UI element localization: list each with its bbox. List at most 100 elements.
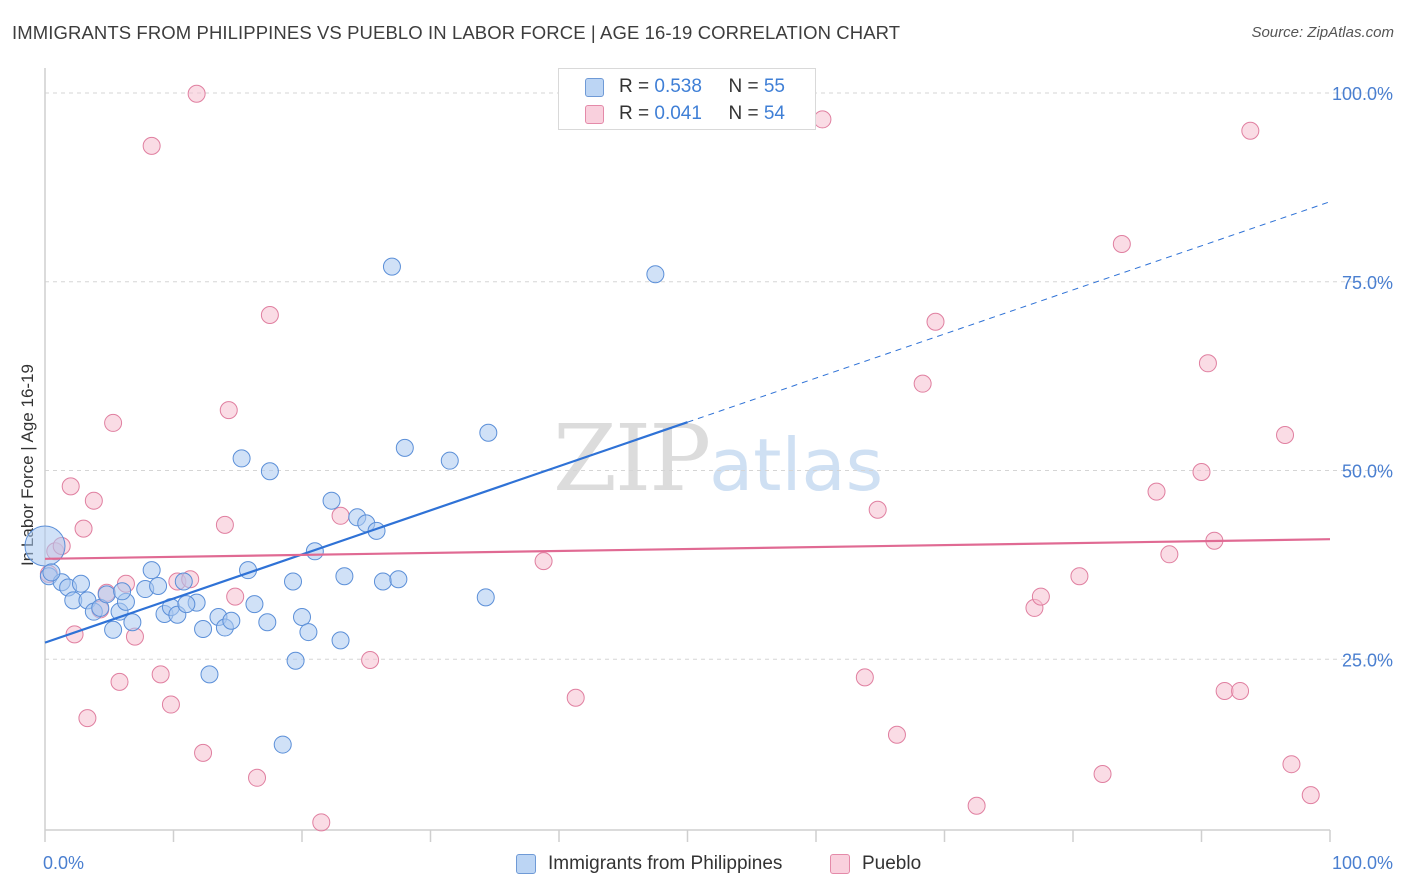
point-pueblo [1031, 587, 1050, 606]
point-pueblo [1276, 426, 1295, 445]
point-pueblo [74, 519, 93, 538]
point-pueblo [1301, 786, 1320, 805]
point-philippines [646, 265, 665, 284]
point-pueblo [142, 136, 161, 155]
point-philippines [260, 462, 279, 481]
r-value: 0.041 [654, 103, 702, 124]
point-philippines [373, 572, 392, 591]
point-pueblo [331, 506, 350, 525]
point-pueblo [1070, 567, 1089, 586]
point-philippines [322, 491, 341, 510]
point-philippines [24, 525, 66, 567]
bottom-legend-label-philippines: Immigrants from Philippines [548, 853, 783, 874]
point-pueblo [104, 413, 123, 432]
trend-line-philippines-extension [687, 201, 1331, 423]
point-philippines [479, 423, 498, 442]
point-pueblo [967, 796, 986, 815]
point-philippines [245, 595, 264, 614]
n-label: N = [728, 103, 764, 124]
point-philippines [299, 623, 318, 642]
bottom-legend-label-pueblo: Pueblo [862, 853, 922, 874]
n-value: 55 [763, 76, 785, 97]
point-philippines [331, 631, 350, 650]
trend-line-philippines [44, 421, 688, 644]
point-pueblo [61, 477, 80, 496]
legend-row-pueblo: R = 0.041 N = 54 [585, 101, 785, 127]
point-philippines [286, 651, 305, 670]
point-pueblo [1231, 681, 1250, 700]
legend-swatch-philippines [585, 77, 604, 97]
point-pueblo [887, 725, 906, 744]
n-label: N = [728, 76, 764, 97]
point-pueblo [868, 500, 887, 519]
point-pueblo [84, 491, 103, 510]
point-pueblo [813, 110, 832, 129]
point-philippines [232, 449, 251, 468]
point-pueblo [1147, 482, 1166, 501]
point-pueblo [1192, 463, 1211, 482]
x-tick-label: 0.0% [43, 853, 84, 873]
point-pueblo [215, 515, 234, 534]
point-philippines [71, 574, 90, 593]
point-pueblo [226, 587, 245, 606]
r-label: R = [619, 76, 655, 97]
point-philippines [293, 607, 311, 626]
bottom-legend-swatch-pueblo [830, 854, 850, 874]
point-philippines [335, 567, 354, 586]
point-pueblo [1160, 545, 1179, 564]
point-pueblo [1215, 681, 1234, 700]
point-philippines [42, 563, 61, 582]
point-philippines [395, 438, 414, 457]
point-philippines [142, 561, 161, 580]
point-philippines [258, 613, 277, 632]
legend-text-philippines: R = 0.538 N = 55 [619, 76, 785, 98]
point-pueblo [194, 743, 213, 762]
point-pueblo [566, 688, 585, 707]
point-pueblo [161, 695, 180, 714]
point-philippines [174, 572, 193, 591]
point-philippines [113, 582, 132, 601]
point-pueblo [534, 552, 553, 571]
point-philippines [177, 595, 196, 614]
point-pueblo [1282, 755, 1301, 774]
legend-swatch-pueblo [585, 104, 604, 124]
point-pueblo [151, 665, 170, 684]
r-label: R = [619, 103, 655, 124]
bottom-legend-swatch-philippines [516, 854, 536, 874]
bottom-legend-pueblo: Pueblo [830, 852, 921, 876]
point-philippines [104, 620, 123, 639]
point-pueblo [110, 672, 129, 691]
point-philippines [222, 611, 241, 630]
y-tick-label: 75.0% [1342, 273, 1393, 293]
r-value: 0.538 [654, 76, 702, 97]
point-philippines [476, 588, 495, 607]
y-tick-label: 50.0% [1342, 462, 1393, 482]
point-philippines [194, 620, 213, 639]
point-pueblo [248, 768, 267, 787]
point-pueblo [219, 401, 238, 420]
point-philippines [284, 572, 303, 591]
trend-line-pueblo [44, 538, 1331, 560]
source-label: Source: ZipAtlas.com [1251, 24, 1394, 41]
point-philippines [440, 451, 459, 470]
point-pueblo [926, 312, 945, 331]
point-pueblo [260, 305, 279, 324]
bottom-legend-philippines: Immigrants from Philippines [516, 852, 782, 876]
point-pueblo [1093, 765, 1112, 784]
x-tick-label: 100.0% [1332, 853, 1393, 873]
point-pueblo [855, 668, 874, 687]
point-philippines [123, 613, 142, 632]
y-tick-label: 100.0% [1332, 84, 1393, 104]
point-pueblo [78, 709, 97, 728]
point-philippines [200, 665, 219, 684]
n-value: 54 [763, 103, 785, 124]
point-philippines [97, 585, 116, 604]
legend-row-philippines: R = 0.538 N = 55 [585, 74, 785, 100]
point-pueblo [361, 651, 380, 670]
stats-legend: R = 0.538 N = 55 R = 0.041 N = 54 [558, 68, 816, 130]
legend-text-pueblo: R = 0.041 N = 54 [619, 103, 785, 125]
point-philippines [389, 570, 408, 589]
point-pueblo [1198, 354, 1217, 373]
point-philippines [273, 735, 292, 754]
